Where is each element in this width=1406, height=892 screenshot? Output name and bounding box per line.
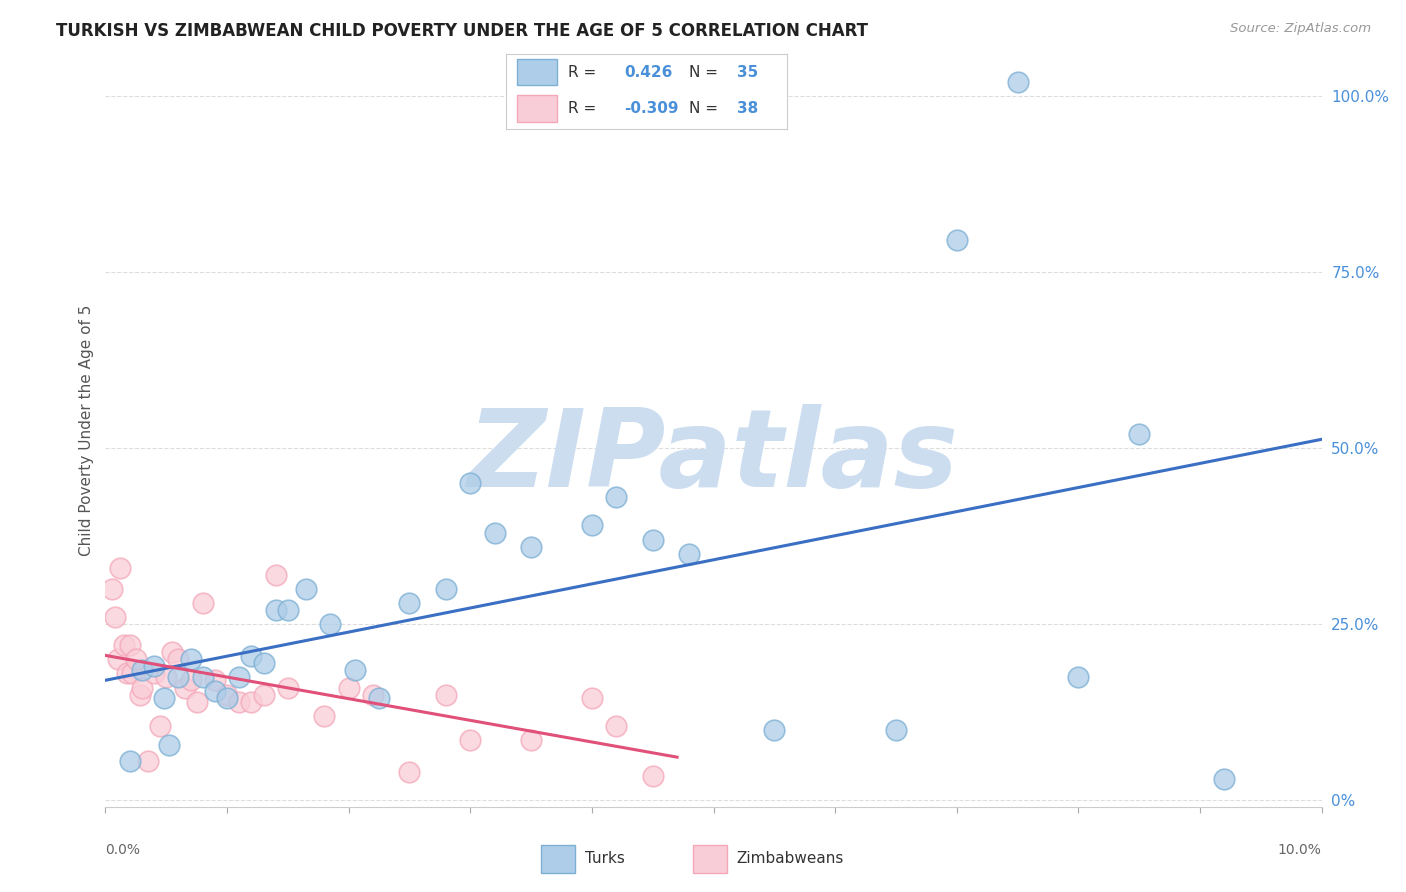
FancyBboxPatch shape	[693, 846, 727, 873]
Point	[228, 695, 250, 709]
Point	[1007, 75, 1029, 89]
Point	[398, 596, 420, 610]
Point	[143, 659, 166, 673]
Point	[180, 673, 202, 688]
Point	[186, 695, 208, 709]
Text: 10.0%: 10.0%	[1278, 844, 1322, 857]
Point	[252, 688, 274, 702]
Point	[678, 547, 700, 561]
Point	[605, 719, 627, 733]
Point	[240, 695, 263, 709]
Point	[277, 681, 299, 695]
Point	[434, 582, 457, 596]
Point	[1067, 670, 1090, 684]
Point	[191, 670, 214, 684]
Text: 35: 35	[737, 64, 758, 79]
Point	[128, 688, 150, 702]
FancyBboxPatch shape	[517, 59, 557, 86]
Point	[104, 610, 127, 624]
Text: Source: ZipAtlas.com: Source: ZipAtlas.com	[1230, 22, 1371, 36]
Point	[107, 652, 129, 666]
Point	[763, 723, 786, 737]
Text: 38: 38	[737, 102, 758, 116]
Point	[117, 666, 139, 681]
Point	[167, 652, 190, 666]
Point	[125, 652, 148, 666]
Point	[217, 691, 239, 706]
Point	[136, 755, 159, 769]
Text: R =: R =	[568, 102, 602, 116]
Text: -0.309: -0.309	[624, 102, 679, 116]
Point	[131, 663, 153, 677]
Point	[118, 755, 141, 769]
Point	[319, 617, 342, 632]
Point	[180, 652, 202, 666]
FancyBboxPatch shape	[541, 846, 575, 873]
Text: Turks: Turks	[585, 852, 624, 866]
Text: 0.0%: 0.0%	[105, 844, 141, 857]
Point	[264, 567, 287, 582]
Point	[228, 670, 250, 684]
Point	[641, 533, 664, 547]
Point	[143, 666, 166, 681]
Point	[484, 525, 506, 540]
Point	[118, 638, 141, 652]
Point	[252, 656, 274, 670]
Point	[605, 491, 627, 505]
Point	[108, 560, 131, 574]
Text: 0.426: 0.426	[624, 64, 672, 79]
Point	[191, 596, 214, 610]
Point	[155, 670, 177, 684]
Point	[581, 691, 603, 706]
Point	[641, 768, 664, 782]
Point	[1213, 772, 1236, 786]
Text: N =: N =	[689, 64, 723, 79]
Point	[131, 681, 153, 695]
Text: TURKISH VS ZIMBABWEAN CHILD POVERTY UNDER THE AGE OF 5 CORRELATION CHART: TURKISH VS ZIMBABWEAN CHILD POVERTY UNDE…	[56, 22, 869, 40]
Point	[945, 233, 967, 247]
Text: Zimbabweans: Zimbabweans	[737, 852, 844, 866]
Point	[162, 645, 184, 659]
Point	[337, 681, 360, 695]
Point	[149, 719, 172, 733]
Point	[458, 476, 481, 491]
Point	[173, 681, 195, 695]
Text: N =: N =	[689, 102, 723, 116]
Point	[100, 582, 122, 596]
Point	[277, 603, 299, 617]
Point	[361, 688, 384, 702]
Text: R =: R =	[568, 64, 602, 79]
Point	[884, 723, 907, 737]
Point	[157, 739, 180, 753]
Point	[204, 684, 226, 698]
Point	[434, 688, 457, 702]
Point	[1128, 426, 1150, 441]
Point	[295, 582, 318, 596]
Point	[153, 691, 176, 706]
Point	[240, 648, 263, 663]
Point	[121, 666, 143, 681]
Point	[520, 733, 543, 747]
Point	[204, 673, 226, 688]
Point	[314, 708, 336, 723]
Point	[520, 540, 543, 554]
Y-axis label: Child Poverty Under the Age of 5: Child Poverty Under the Age of 5	[79, 305, 94, 556]
Point	[458, 733, 481, 747]
Point	[581, 518, 603, 533]
Point	[398, 765, 420, 780]
Point	[167, 670, 190, 684]
Point	[368, 691, 391, 706]
Text: ZIPatlas: ZIPatlas	[468, 404, 959, 509]
Point	[264, 603, 287, 617]
Point	[343, 663, 366, 677]
Point	[112, 638, 135, 652]
FancyBboxPatch shape	[517, 95, 557, 122]
Point	[217, 688, 239, 702]
